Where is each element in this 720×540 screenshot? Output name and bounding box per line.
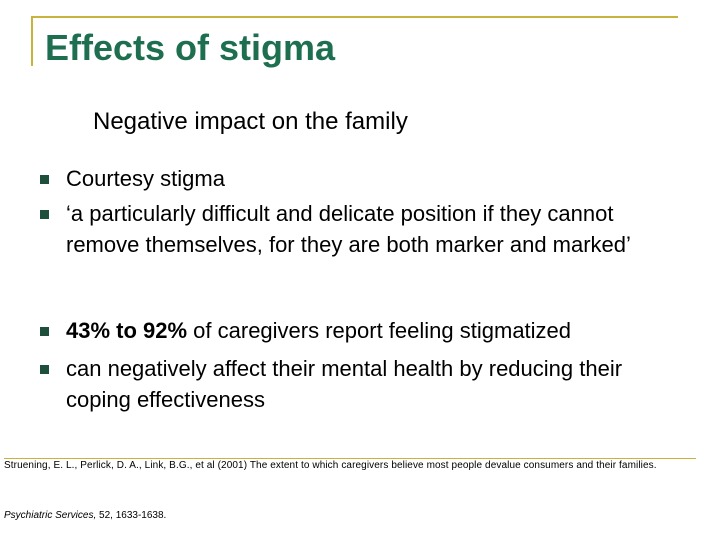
bullet-text: can negatively affect their mental healt… bbox=[66, 356, 623, 412]
reference-journal: Psychiatric Services, bbox=[4, 510, 97, 521]
bullet-text: 43% to 92% of caregivers report feeling … bbox=[66, 315, 670, 346]
slide-title: Effects of stigma bbox=[45, 27, 336, 68]
slide-subtitle: Negative impact on the family bbox=[93, 108, 408, 135]
reference-source: Psychiatric Services, 52, 1633-1638. bbox=[4, 510, 166, 522]
reference-volume-pages: 52, 1633-1638. bbox=[96, 510, 167, 521]
reference-citation: Struening, E. L., Perlick, D. A., Link, … bbox=[4, 460, 657, 471]
bullet-square-icon bbox=[40, 365, 49, 374]
bullet-text: Courtesy stigma bbox=[66, 166, 225, 191]
statistic-text: of caregivers report feeling stigmatized bbox=[187, 318, 572, 343]
bullet-item-caregiver-statistic: 43% to 92% of caregivers report feeling … bbox=[40, 315, 670, 346]
bullet-square-icon bbox=[40, 327, 49, 336]
bullet-item-courtesy-stigma: Courtesy stigma bbox=[40, 163, 670, 194]
reference-divider bbox=[4, 458, 696, 459]
bullet-item-mental-health: can negatively affect their mental healt… bbox=[40, 353, 670, 415]
bullet-square-icon bbox=[40, 175, 49, 184]
frame-left-border bbox=[31, 16, 33, 66]
frame-top-border bbox=[31, 16, 678, 18]
bullet-item-quote: ‘a particularly difficult and delicate p… bbox=[40, 198, 670, 260]
bullet-text: ‘a particularly difficult and delicate p… bbox=[66, 201, 631, 257]
statistic-highlight: 43% to 92% bbox=[66, 318, 188, 343]
bullet-square-icon bbox=[40, 210, 49, 219]
